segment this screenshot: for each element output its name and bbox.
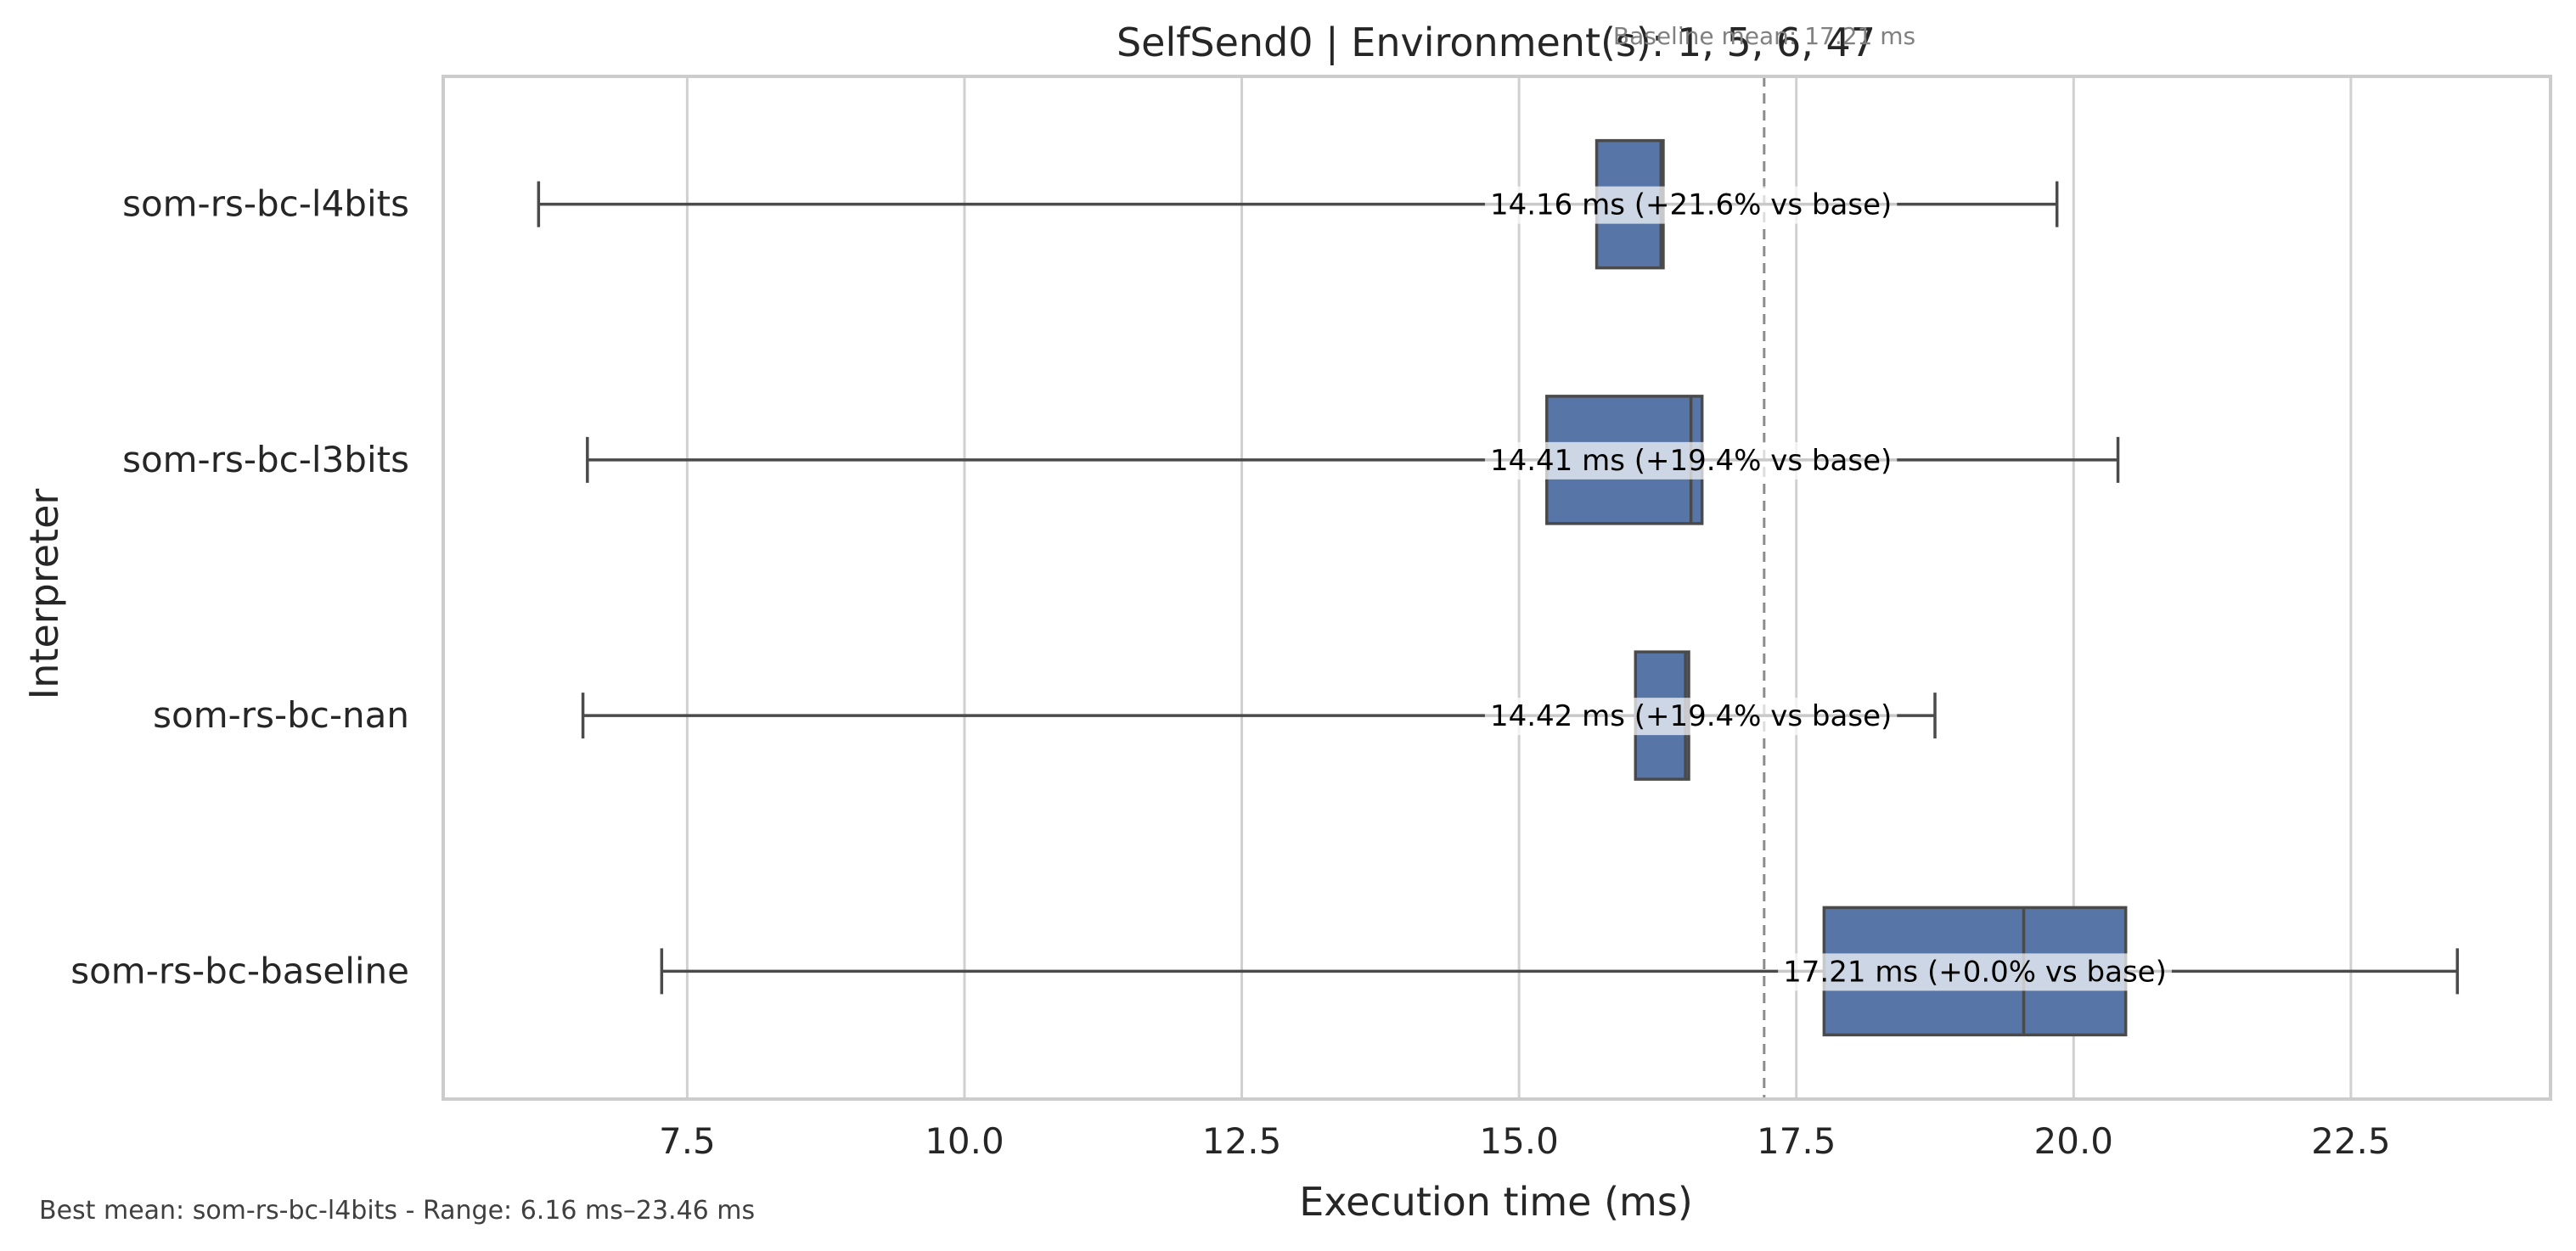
y-category-label: som-rs-bc-nan	[153, 694, 409, 736]
box-mean-label-background	[1484, 186, 1898, 224]
x-tick-label: 20.0	[2034, 1120, 2114, 1162]
grid-layer	[685, 76, 2353, 1099]
box-mean-label: 14.42 ms (+19.4% vs base)	[1490, 699, 1892, 733]
x-tick-label: 22.5	[2311, 1120, 2391, 1162]
box-group-som-rs-bc-baseline: 17.21 ms (+0.0% vs base)	[660, 906, 2460, 1037]
box-mean-label: 14.41 ms (+19.4% vs base)	[1490, 444, 1892, 478]
x-tick-label: 7.5	[659, 1120, 716, 1162]
box-mean-label: 17.21 ms (+0.0% vs base)	[1783, 955, 2167, 989]
footer-note: Best mean: som-rs-bc-l4bits - Range: 6.1…	[39, 1196, 755, 1226]
box-group-som-rs-bc-l3bits: 14.41 ms (+19.4% vs base)	[586, 395, 2120, 525]
box-layer: 14.16 ms (+21.6% vs base) 14.41 ms (+19.4…	[537, 138, 2460, 1037]
x-tick-labels: 7.5 10.0 12.5 15.0 17.5 20.0 22.5	[659, 1120, 2391, 1162]
x-tick-label: 10.0	[925, 1120, 1004, 1162]
box-mean-label-background	[1484, 698, 1898, 736]
baseline-mean-label: Baseline mean: 17.21 ms	[1613, 22, 1915, 50]
box-group-som-rs-bc-l4bits: 14.16 ms (+21.6% vs base)	[537, 138, 2059, 270]
x-tick-label: 17.5	[1757, 1120, 1836, 1162]
y-category-label: som-rs-bc-baseline	[70, 950, 409, 991]
y-category-label: som-rs-bc-l3bits	[122, 439, 409, 480]
box-mean-label-background	[1778, 953, 2172, 991]
x-tick-label: 15.0	[1479, 1120, 1559, 1162]
box-group-som-rs-bc-nan: 14.42 ms (+19.4% vs base)	[581, 650, 1937, 781]
x-tick-label: 12.5	[1202, 1120, 1282, 1162]
x-axis-title: Execution time (ms)	[1299, 1179, 1693, 1225]
box-mean-label: 14.16 ms (+21.6% vs base)	[1490, 188, 1892, 222]
box-mean-label-background	[1484, 441, 1898, 480]
chart-title: SelfSend0 | Environment(s): 1, 5, 6, 47	[1116, 20, 1876, 66]
y-category-labels: som-rs-bc-l4bits som-rs-bc-l3bits som-rs-b…	[70, 183, 409, 992]
plot-frame	[442, 75, 2552, 1101]
y-category-label: som-rs-bc-l4bits	[122, 183, 409, 225]
y-axis-title: Interpreter	[21, 489, 67, 700]
